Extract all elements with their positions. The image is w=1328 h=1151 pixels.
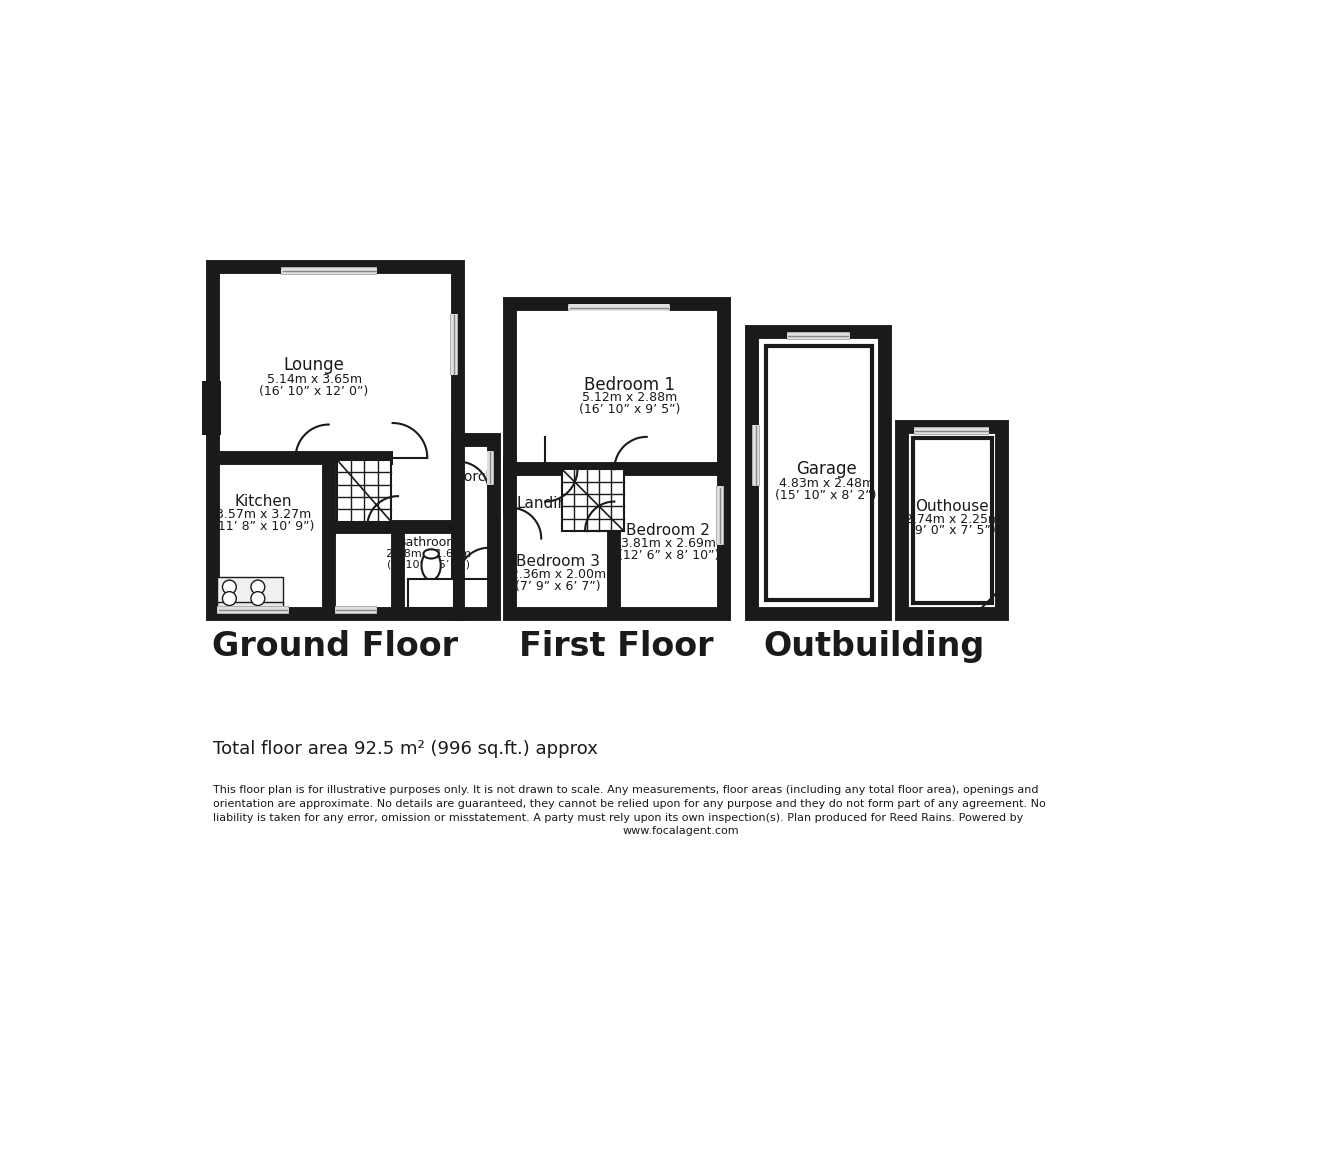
Bar xyxy=(218,607,288,613)
Bar xyxy=(902,427,1003,613)
Bar xyxy=(335,607,377,613)
Bar xyxy=(214,267,458,613)
Bar xyxy=(717,487,722,544)
Bar xyxy=(752,425,760,486)
Text: Garage: Garage xyxy=(795,460,857,478)
Text: (7’ 9” x 6’ 7”): (7’ 9” x 6’ 7”) xyxy=(515,580,602,593)
Bar xyxy=(754,425,758,486)
Text: Total floor area 92.5 m² (996 sq.ft.) approx: Total floor area 92.5 m² (996 sq.ft.) ap… xyxy=(214,740,598,757)
Bar xyxy=(788,334,850,338)
Bar xyxy=(752,333,886,613)
Bar xyxy=(452,314,457,374)
Text: (15’ 10” x 8’ 2”): (15’ 10” x 8’ 2”) xyxy=(776,489,876,502)
Bar xyxy=(788,333,850,340)
Bar xyxy=(716,486,724,544)
Bar xyxy=(914,437,992,603)
Bar xyxy=(336,607,376,613)
Text: (16’ 10” x 9’ 5”): (16’ 10” x 9’ 5”) xyxy=(579,404,680,417)
Text: (9’ 0” x 7’ 5”): (9’ 0” x 7’ 5”) xyxy=(910,525,995,538)
Text: Ground Floor: Ground Floor xyxy=(212,630,458,663)
Text: Kitchen: Kitchen xyxy=(235,494,292,509)
Text: Porch: Porch xyxy=(457,470,495,483)
Bar xyxy=(216,602,283,613)
Bar xyxy=(914,427,989,435)
Text: This floor plan is for illustrative purposes only. It is not drawn to scale. Any: This floor plan is for illustrative purp… xyxy=(214,785,1038,795)
Bar xyxy=(568,306,669,310)
Text: 3.81m x 2.69m: 3.81m x 2.69m xyxy=(620,538,716,550)
Bar xyxy=(450,314,458,375)
Text: liability is taken for any error, omission or misstatement. A party must rely up: liability is taken for any error, omissi… xyxy=(214,813,1024,823)
Text: (7’ 10” x 5’ 6”): (7’ 10” x 5’ 6”) xyxy=(388,559,470,570)
Bar xyxy=(216,608,288,612)
Bar xyxy=(337,460,390,521)
Bar xyxy=(562,470,624,531)
Bar xyxy=(568,305,669,311)
Text: Outbuilding: Outbuilding xyxy=(764,630,984,663)
Bar xyxy=(335,607,377,613)
Text: 2.38m x 1.68m: 2.38m x 1.68m xyxy=(386,549,471,559)
Bar xyxy=(489,451,493,485)
Bar xyxy=(915,428,988,434)
Bar xyxy=(450,314,458,375)
Bar xyxy=(453,314,456,375)
Text: 3.57m x 3.27m: 3.57m x 3.27m xyxy=(215,508,311,521)
Text: 2.36m x 2.00m: 2.36m x 2.00m xyxy=(510,569,606,581)
Bar xyxy=(914,429,989,433)
Bar xyxy=(282,267,377,275)
Text: 5.14m x 3.65m: 5.14m x 3.65m xyxy=(267,373,361,386)
Bar xyxy=(282,268,376,274)
Text: Landing: Landing xyxy=(517,496,578,511)
Bar xyxy=(216,607,288,613)
Text: Bedroom 3: Bedroom 3 xyxy=(517,554,600,569)
Circle shape xyxy=(251,592,264,605)
Bar xyxy=(202,381,220,435)
Ellipse shape xyxy=(421,551,441,580)
Bar xyxy=(282,269,377,273)
Text: Bedroom 1: Bedroom 1 xyxy=(584,375,675,394)
Bar xyxy=(568,304,669,312)
Bar xyxy=(510,304,724,613)
Text: www.focalagent.com: www.focalagent.com xyxy=(623,826,738,837)
Bar xyxy=(487,451,494,483)
Text: Lounge: Lounge xyxy=(284,357,344,374)
Bar xyxy=(216,577,283,604)
Bar xyxy=(766,346,871,600)
Bar xyxy=(335,608,377,612)
Text: 5.12m x 2.88m: 5.12m x 2.88m xyxy=(582,391,677,404)
Bar xyxy=(718,486,722,544)
Text: (11’ 8” x 10’ 9”): (11’ 8” x 10’ 9”) xyxy=(212,520,313,533)
Text: Bathroom: Bathroom xyxy=(398,536,459,549)
Bar xyxy=(503,458,510,516)
Bar xyxy=(788,333,850,340)
Bar xyxy=(216,577,283,604)
Bar xyxy=(788,333,849,340)
Text: 2.74m x 2.25m: 2.74m x 2.25m xyxy=(904,512,1000,526)
Circle shape xyxy=(251,580,264,594)
Text: (16’ 10” x 12’ 0”): (16’ 10” x 12’ 0”) xyxy=(259,384,369,398)
Text: Hall: Hall xyxy=(361,485,393,503)
Text: (12’ 6” x 8’ 10”): (12’ 6” x 8’ 10”) xyxy=(618,549,718,562)
Bar xyxy=(486,451,494,485)
Bar xyxy=(753,426,760,486)
Ellipse shape xyxy=(424,549,438,558)
Bar xyxy=(408,579,454,608)
Bar xyxy=(458,440,494,613)
Circle shape xyxy=(223,592,236,605)
Text: Bedroom 2: Bedroom 2 xyxy=(627,524,710,539)
Text: Outhouse: Outhouse xyxy=(915,498,989,513)
Text: First Floor: First Floor xyxy=(519,630,713,663)
Bar xyxy=(568,304,669,312)
Circle shape xyxy=(223,580,236,594)
Bar xyxy=(752,425,760,486)
Bar xyxy=(914,427,989,435)
Text: orientation are approximate. No details are guaranteed, they cannot be relied up: orientation are approximate. No details … xyxy=(214,799,1046,809)
Bar xyxy=(486,451,494,485)
Bar xyxy=(282,267,377,275)
Text: 4.83m x 2.48m: 4.83m x 2.48m xyxy=(778,477,874,489)
Bar xyxy=(216,607,288,613)
Bar xyxy=(716,486,724,544)
